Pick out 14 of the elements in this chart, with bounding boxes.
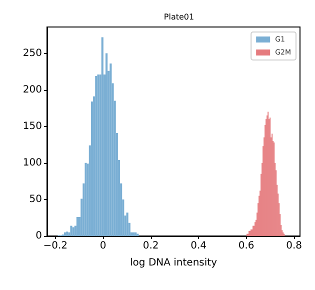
- x-tick-label: −0.2: [43, 240, 68, 252]
- y-tick-label: 100: [22, 157, 42, 168]
- y-tick-label: 50: [29, 194, 42, 205]
- x-tick-label: 0.4: [190, 240, 207, 252]
- y-tick-label: 200: [22, 84, 42, 96]
- y-tick-label: 250: [22, 48, 42, 59]
- x-tick-label: 0: [100, 240, 106, 252]
- y-tick-label: 0: [36, 230, 42, 242]
- y-tick-label: 150: [22, 120, 42, 132]
- x-tick-label: 0.2: [142, 240, 159, 252]
- chart-title: Plate01: [164, 12, 194, 22]
- x-tick-label: 0.8: [286, 240, 302, 252]
- x-axis-title: log DNA intensity: [130, 258, 218, 268]
- x-tick-label: 0.6: [238, 240, 254, 252]
